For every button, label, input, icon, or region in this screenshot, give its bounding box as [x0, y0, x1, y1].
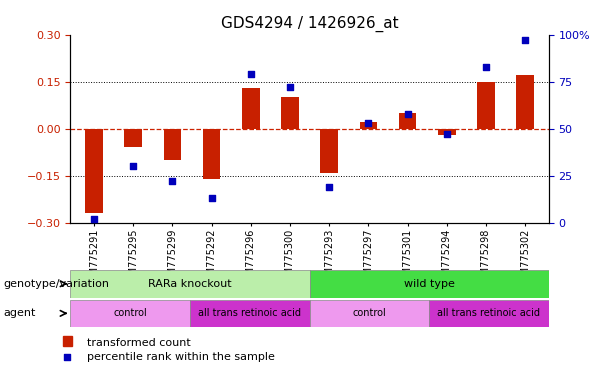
Point: [63, 354, 72, 360]
Bar: [429, 300, 549, 327]
Point: [89, 216, 99, 222]
Bar: [70, 300, 190, 327]
Bar: [477, 82, 495, 129]
Bar: [516, 75, 534, 129]
Point: [128, 163, 138, 169]
Point: [285, 84, 295, 90]
Bar: [281, 97, 299, 129]
Text: control: control: [352, 308, 386, 318]
Bar: [321, 129, 338, 172]
Point: [481, 63, 491, 70]
Text: RARa knockout: RARa knockout: [148, 279, 232, 289]
Bar: [190, 300, 310, 327]
Title: GDS4294 / 1426926_at: GDS4294 / 1426926_at: [221, 16, 398, 32]
Bar: [203, 129, 221, 179]
Bar: [398, 113, 416, 129]
Text: control: control: [113, 308, 147, 318]
Bar: [63, 336, 72, 346]
Point: [207, 195, 216, 201]
Bar: [164, 129, 181, 160]
Point: [520, 37, 530, 43]
Point: [364, 120, 373, 126]
Text: genotype/variation: genotype/variation: [3, 279, 109, 289]
Text: percentile rank within the sample: percentile rank within the sample: [80, 352, 275, 362]
Point: [324, 184, 334, 190]
Point: [167, 178, 177, 184]
Text: agent: agent: [3, 308, 36, 318]
Text: all trans retinoic acid: all trans retinoic acid: [198, 308, 302, 318]
Bar: [70, 270, 310, 298]
Bar: [360, 122, 377, 129]
Point: [403, 111, 413, 117]
Text: wild type: wild type: [404, 279, 454, 289]
Point: [246, 71, 256, 77]
Text: transformed count: transformed count: [80, 338, 191, 348]
Bar: [438, 129, 455, 135]
Bar: [242, 88, 259, 129]
Bar: [85, 129, 103, 214]
Bar: [124, 129, 142, 147]
Point: [442, 131, 452, 137]
Bar: [310, 300, 429, 327]
Bar: [310, 270, 549, 298]
Text: all trans retinoic acid: all trans retinoic acid: [437, 308, 541, 318]
